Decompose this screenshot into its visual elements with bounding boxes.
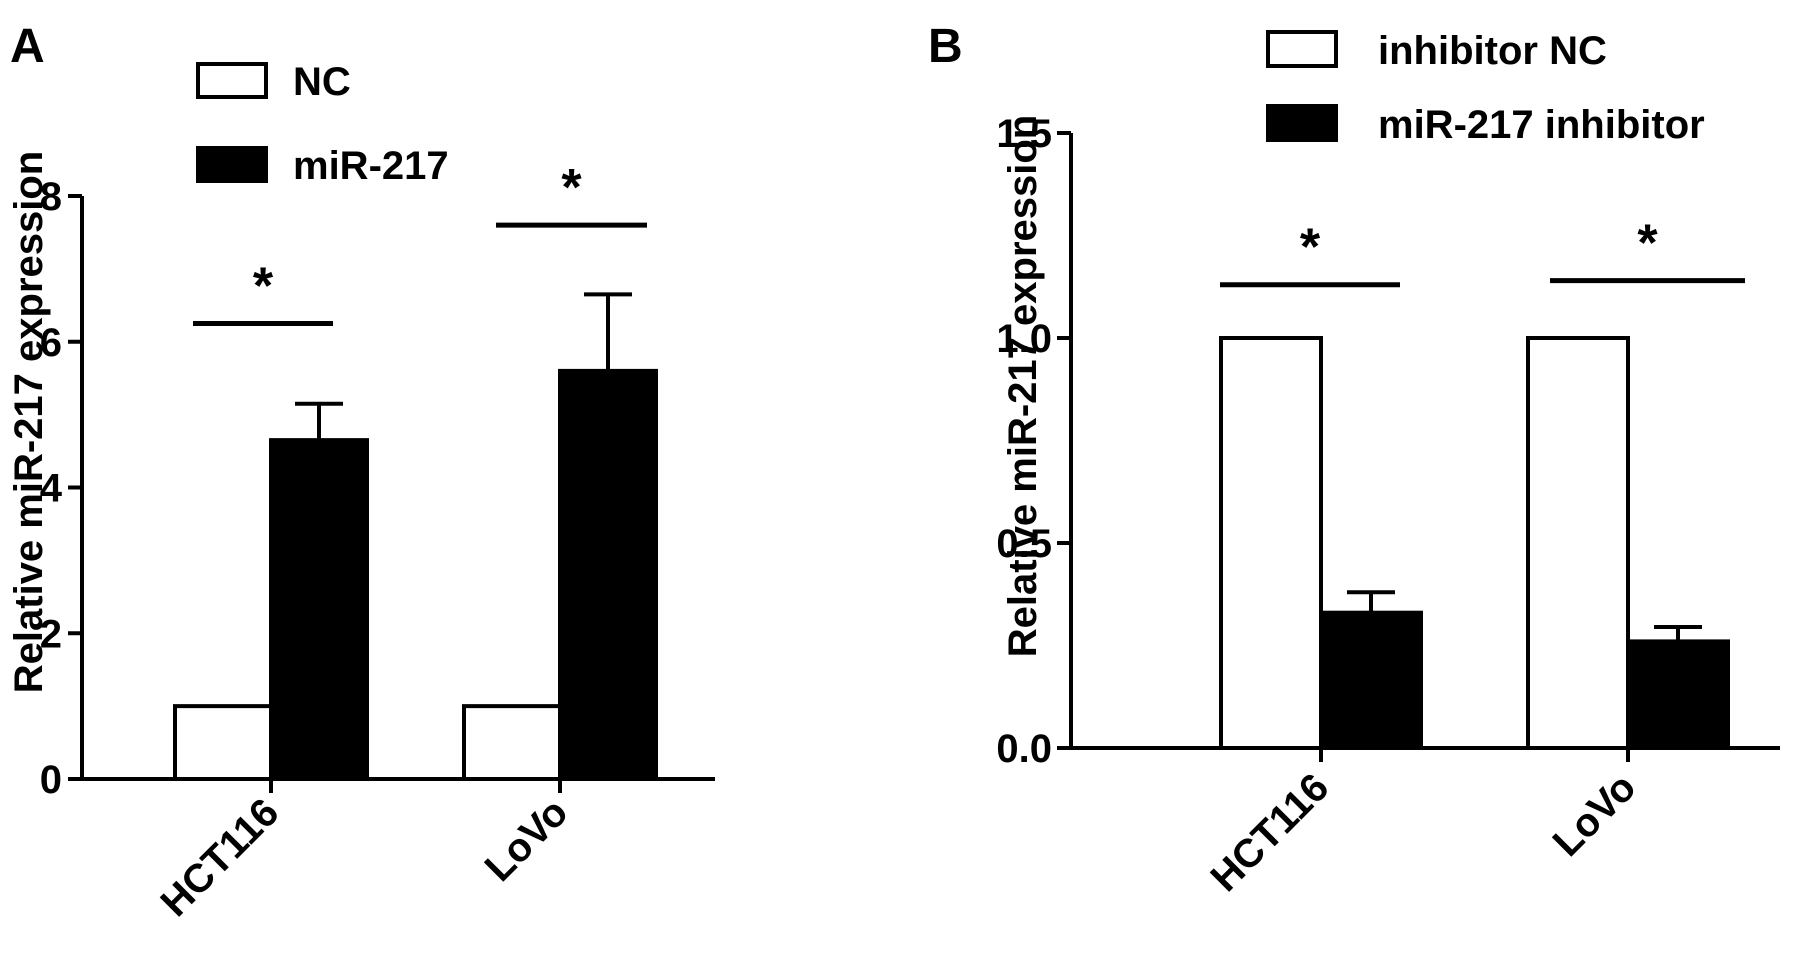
panel-a-bar [173,704,273,781]
panel-a-plot-area: 0 2 4 6 8 HCT116 LoVo * * [40,159,715,925]
panel-a-bar [462,704,562,781]
panel-a-legend-label: NC [293,60,351,104]
panel-a-legend-swatch [196,146,268,183]
panel-b-significance-star: * [1300,219,1321,277]
panel-b-legend-label: miR-217 inhibitor [1378,103,1705,147]
panel-b-plot-area: 0.0 0.5 1.0 1.5 HCT116 LoVo * * [996,112,1780,900]
panel-b-legend-swatch [1266,30,1338,68]
panel-b-label: B [928,20,963,73]
panel-b-y-tick-label: 0.0 [996,727,1052,771]
panel-a-label: A [10,20,45,73]
panel-b-y-tick-label: 1.5 [996,112,1052,156]
panel-b-y-axis-label: Relative miR-217 expression [1001,115,1045,657]
panel-a-legend-label: miR-217 [293,144,449,188]
panel-a-category-label: LoVo [477,790,577,890]
panel-b-y-tick-label: 0.5 [996,522,1052,566]
panel-b-bar [1219,336,1323,750]
panel-b: B inhibitor NC miR-217 inhibitor Relative… [928,20,1780,900]
panel-a-y-tick-label: 4 [40,467,63,511]
panel-a-bar [269,438,369,781]
panel-b-legend: inhibitor NC miR-217 inhibitor [1266,29,1705,147]
panel-b-y-tick-label: 1.0 [996,317,1052,361]
panel-a-significance-star: * [561,159,582,217]
panel-b-legend-label: inhibitor NC [1378,29,1607,73]
panel-a-category-label: HCT116 [152,790,287,925]
panel-b-category-label: LoVo [1545,765,1645,865]
panel-a-y-tick-label: 6 [40,321,62,365]
panel-a-legend: NC miR-217 [196,60,449,188]
panel-b-bar [1626,639,1730,751]
panel-b-bar [1319,610,1423,751]
panel-b-bar [1526,336,1630,750]
panel-a-bar [558,368,658,781]
panel-a-significance-star: * [253,258,274,316]
panel-a-y-tick-label: 0 [40,758,62,802]
panel-a-y-tick-label: 8 [40,175,62,219]
panel-a-y-axis-label: Relative miR-217 expression [7,151,51,693]
panel-b-significance-star: * [1637,215,1658,273]
panel-b-category-label: HCT116 [1202,765,1337,900]
panel-a-y-tick-label: 2 [40,612,62,656]
panel-a-legend-swatch [196,62,268,99]
panel-b-legend-swatch [1266,104,1338,142]
